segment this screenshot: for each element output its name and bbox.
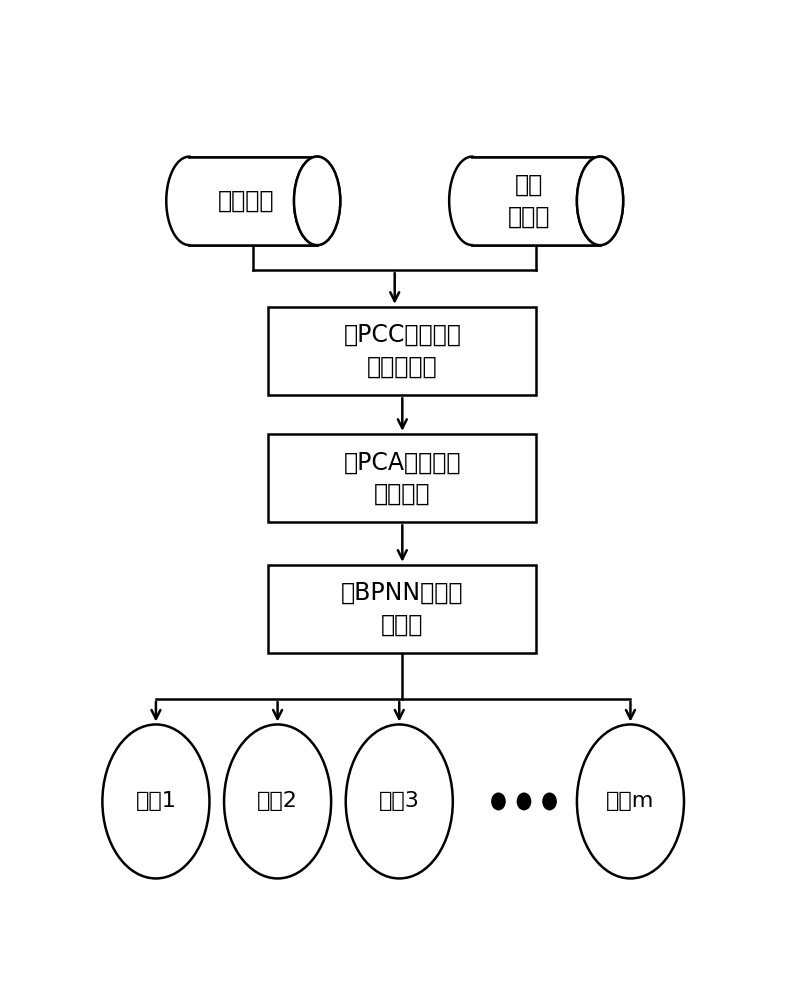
Ellipse shape — [224, 724, 331, 878]
Ellipse shape — [543, 794, 556, 809]
Text: 用PCC法寻找隐
藏关联参量: 用PCC法寻找隐 藏关联参量 — [343, 323, 462, 379]
Text: 类别2: 类别2 — [257, 791, 298, 811]
Ellipse shape — [294, 157, 340, 245]
Text: 类别3: 类别3 — [379, 791, 420, 811]
Bar — [189, 157, 317, 245]
Text: 用PCA法进行数
据预处理: 用PCA法进行数 据预处理 — [344, 450, 461, 506]
Ellipse shape — [518, 794, 530, 809]
Bar — [473, 157, 600, 245]
Ellipse shape — [492, 794, 505, 809]
Ellipse shape — [577, 157, 623, 245]
Ellipse shape — [345, 724, 453, 878]
Text: 油中气体: 油中气体 — [218, 189, 275, 213]
Ellipse shape — [294, 157, 340, 245]
Text: 用BPNN进行故
障诊断: 用BPNN进行故 障诊断 — [341, 581, 464, 637]
Bar — [268, 307, 536, 395]
Ellipse shape — [102, 724, 210, 878]
Text: 相关
数据源: 相关 数据源 — [508, 173, 550, 229]
Text: 类别m: 类别m — [606, 791, 655, 811]
Bar — [268, 434, 536, 522]
Bar — [189, 157, 317, 245]
Ellipse shape — [577, 157, 623, 245]
Bar — [268, 565, 536, 653]
Bar — [473, 157, 600, 245]
Ellipse shape — [577, 724, 684, 878]
Text: 类别1: 类别1 — [136, 791, 177, 811]
